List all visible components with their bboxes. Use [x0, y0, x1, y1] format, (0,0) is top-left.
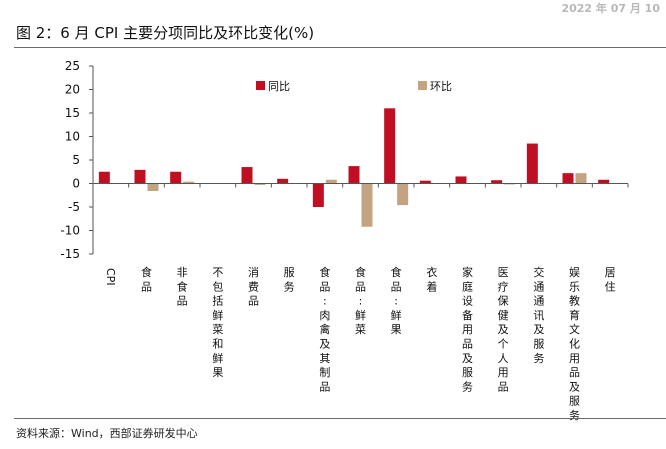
category-label: 消费品	[248, 265, 259, 308]
category-label: 医疗保健及个人用品	[498, 266, 509, 393]
bar-yoy-14	[598, 179, 610, 184]
y-tick-label: 5	[72, 153, 80, 167]
category-label: 家庭设备用品及服务	[462, 265, 473, 393]
bar-yoy-5	[277, 178, 289, 184]
category-label: 非食品	[177, 266, 188, 308]
top-divider	[14, 47, 666, 48]
category-label: 交通通讯及服务	[533, 265, 544, 365]
chart-title: 图 2：6 月 CPI 主要分项同比及环比变化(%)	[16, 24, 315, 42]
bar-mom-7	[361, 183, 373, 227]
category-label: 娱乐教育文化用品及服务	[569, 265, 580, 422]
bottom-divider	[14, 418, 666, 419]
bar-mom-4	[254, 183, 266, 185]
bars	[98, 108, 610, 227]
legend-label-yoy: 同比	[268, 80, 290, 93]
legend-label-mom: 环比	[430, 80, 452, 93]
y-tick-label: 25	[65, 59, 80, 73]
bar-mom-1	[147, 183, 159, 192]
bar-yoy-8	[384, 108, 396, 184]
y-tick-label: -10	[60, 224, 80, 238]
bar-yoy-11	[491, 180, 503, 184]
category-label: 不包括鲜菜和鲜果	[212, 266, 223, 379]
category-label: 食品:鲜果	[391, 265, 402, 336]
y-tick-label: -15	[60, 247, 80, 261]
y-tick-label: 10	[65, 130, 80, 144]
category-label: 食品	[141, 265, 152, 293]
legend-swatch-mom	[418, 81, 427, 90]
bar-yoy-12	[526, 143, 538, 184]
y-tick-label: 20	[65, 83, 80, 97]
category-labels: CPI 食品 非食品 不包括鲜菜和鲜果 消费品 服务 食品:肉禽及其制品 食品:鲜菜 食品:鲜果…	[104, 265, 616, 422]
bar-yoy-0	[98, 171, 110, 184]
category-label: 服务	[284, 266, 295, 293]
x-axis	[92, 183, 629, 188]
category-label: CPI	[104, 268, 117, 286]
y-tick-label: -5	[68, 200, 80, 214]
bar-yoy-1	[134, 169, 146, 184]
bar-mom-2	[183, 181, 195, 184]
bar-yoy-10	[455, 176, 467, 184]
header-date: 2022 年 07 月 10	[561, 2, 660, 15]
category-label: 食品:鲜菜	[355, 265, 366, 336]
bar-mom-6	[325, 179, 337, 184]
y-axis: 25 20 15 10 5 0 -5 -10 -15	[60, 59, 94, 261]
category-label: 衣着	[426, 265, 437, 293]
source-note: 资料来源：Wind，西部证券研发中心	[16, 427, 198, 440]
bar-mom-8	[397, 183, 409, 206]
bar-yoy-4	[241, 167, 253, 184]
bar-yoy-7	[348, 166, 360, 184]
bar-mom-13	[575, 173, 587, 184]
bar-yoy-6	[312, 183, 324, 207]
y-tick-label: 0	[72, 177, 80, 191]
bar-yoy-2	[170, 171, 182, 184]
category-label: 食品:肉禽及其制品	[319, 265, 330, 393]
bar-yoy-13	[562, 173, 574, 184]
y-tick-label: 15	[65, 106, 80, 120]
legend-swatch-yoy	[256, 81, 265, 90]
bar-yoy-9	[419, 180, 431, 184]
category-label: 居住	[605, 266, 616, 293]
legend: 同比 环比	[256, 80, 452, 93]
